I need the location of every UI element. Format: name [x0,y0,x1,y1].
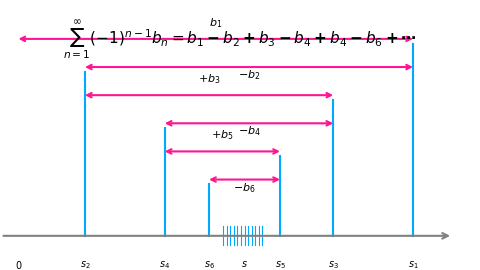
Text: $0$: $0$ [15,259,22,270]
Text: $+b_5$: $+b_5$ [211,128,234,142]
Text: $s_3$: $s_3$ [328,259,339,270]
Text: $b_1$: $b_1$ [209,16,222,29]
Text: $-b_2$: $-b_2$ [238,68,260,82]
Text: $s_5$: $s_5$ [275,259,286,270]
Text: $s_2$: $s_2$ [80,259,90,270]
Text: $\sum_{n=1}^{\infty}(-1)^{n-1}b_n = \boldsymbol{b_1 - b_2 + b_3 - b_4 + b_4 - b_: $\sum_{n=1}^{\infty}(-1)^{n-1}b_n = \bol… [63,18,417,62]
Text: $-b_4$: $-b_4$ [238,124,261,138]
Text: $s$: $s$ [241,259,248,269]
Text: $s_4$: $s_4$ [159,259,170,270]
Text: $-b_6$: $-b_6$ [233,181,256,194]
Text: $s_6$: $s_6$ [204,259,215,270]
Text: $+b_3$: $+b_3$ [198,72,220,86]
Text: $s_1$: $s_1$ [408,259,419,270]
